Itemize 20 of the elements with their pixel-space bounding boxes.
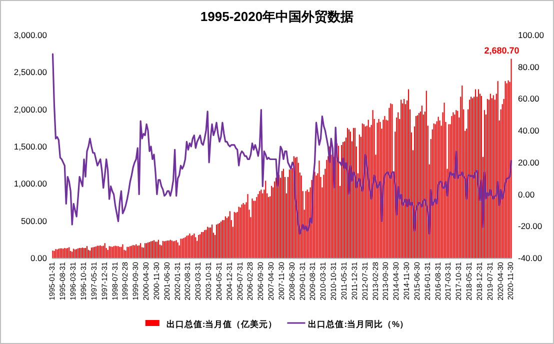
y2-tick-label: 80.00: [518, 62, 540, 72]
y-tick-label: 1,500.00: [14, 142, 48, 152]
y2-tick-label: -20.00: [518, 221, 542, 232]
y2-tick-label: 20.00: [518, 157, 540, 168]
chart-title: 1995-2020年中国外贸数据: [200, 9, 354, 24]
annotation: 2,680.70: [484, 46, 520, 56]
line-series: [52, 53, 512, 235]
y-tick-label: 500.00: [21, 216, 48, 226]
y-tick-label: 1,000.00: [14, 178, 48, 189]
y2-tick-label: 100.00: [518, 30, 544, 40]
y-tick-label: 2,000.00: [14, 104, 48, 114]
legend-label: 出口总值:当月同比（%）: [308, 319, 409, 329]
y2-tick-label: 0.00: [518, 189, 535, 200]
y-tick-label: 2,500.00: [14, 67, 48, 78]
y2-tick-label: 60.00: [518, 94, 540, 104]
y-tick-label: 0.00: [30, 253, 48, 263]
y2-tick-label: -40.00: [518, 253, 542, 263]
y2-tick-label: 40.00: [518, 126, 540, 136]
y-tick-label: 3,000.00: [14, 30, 48, 40]
legend-label: 出口总值:当月值（亿美元）: [166, 319, 278, 329]
